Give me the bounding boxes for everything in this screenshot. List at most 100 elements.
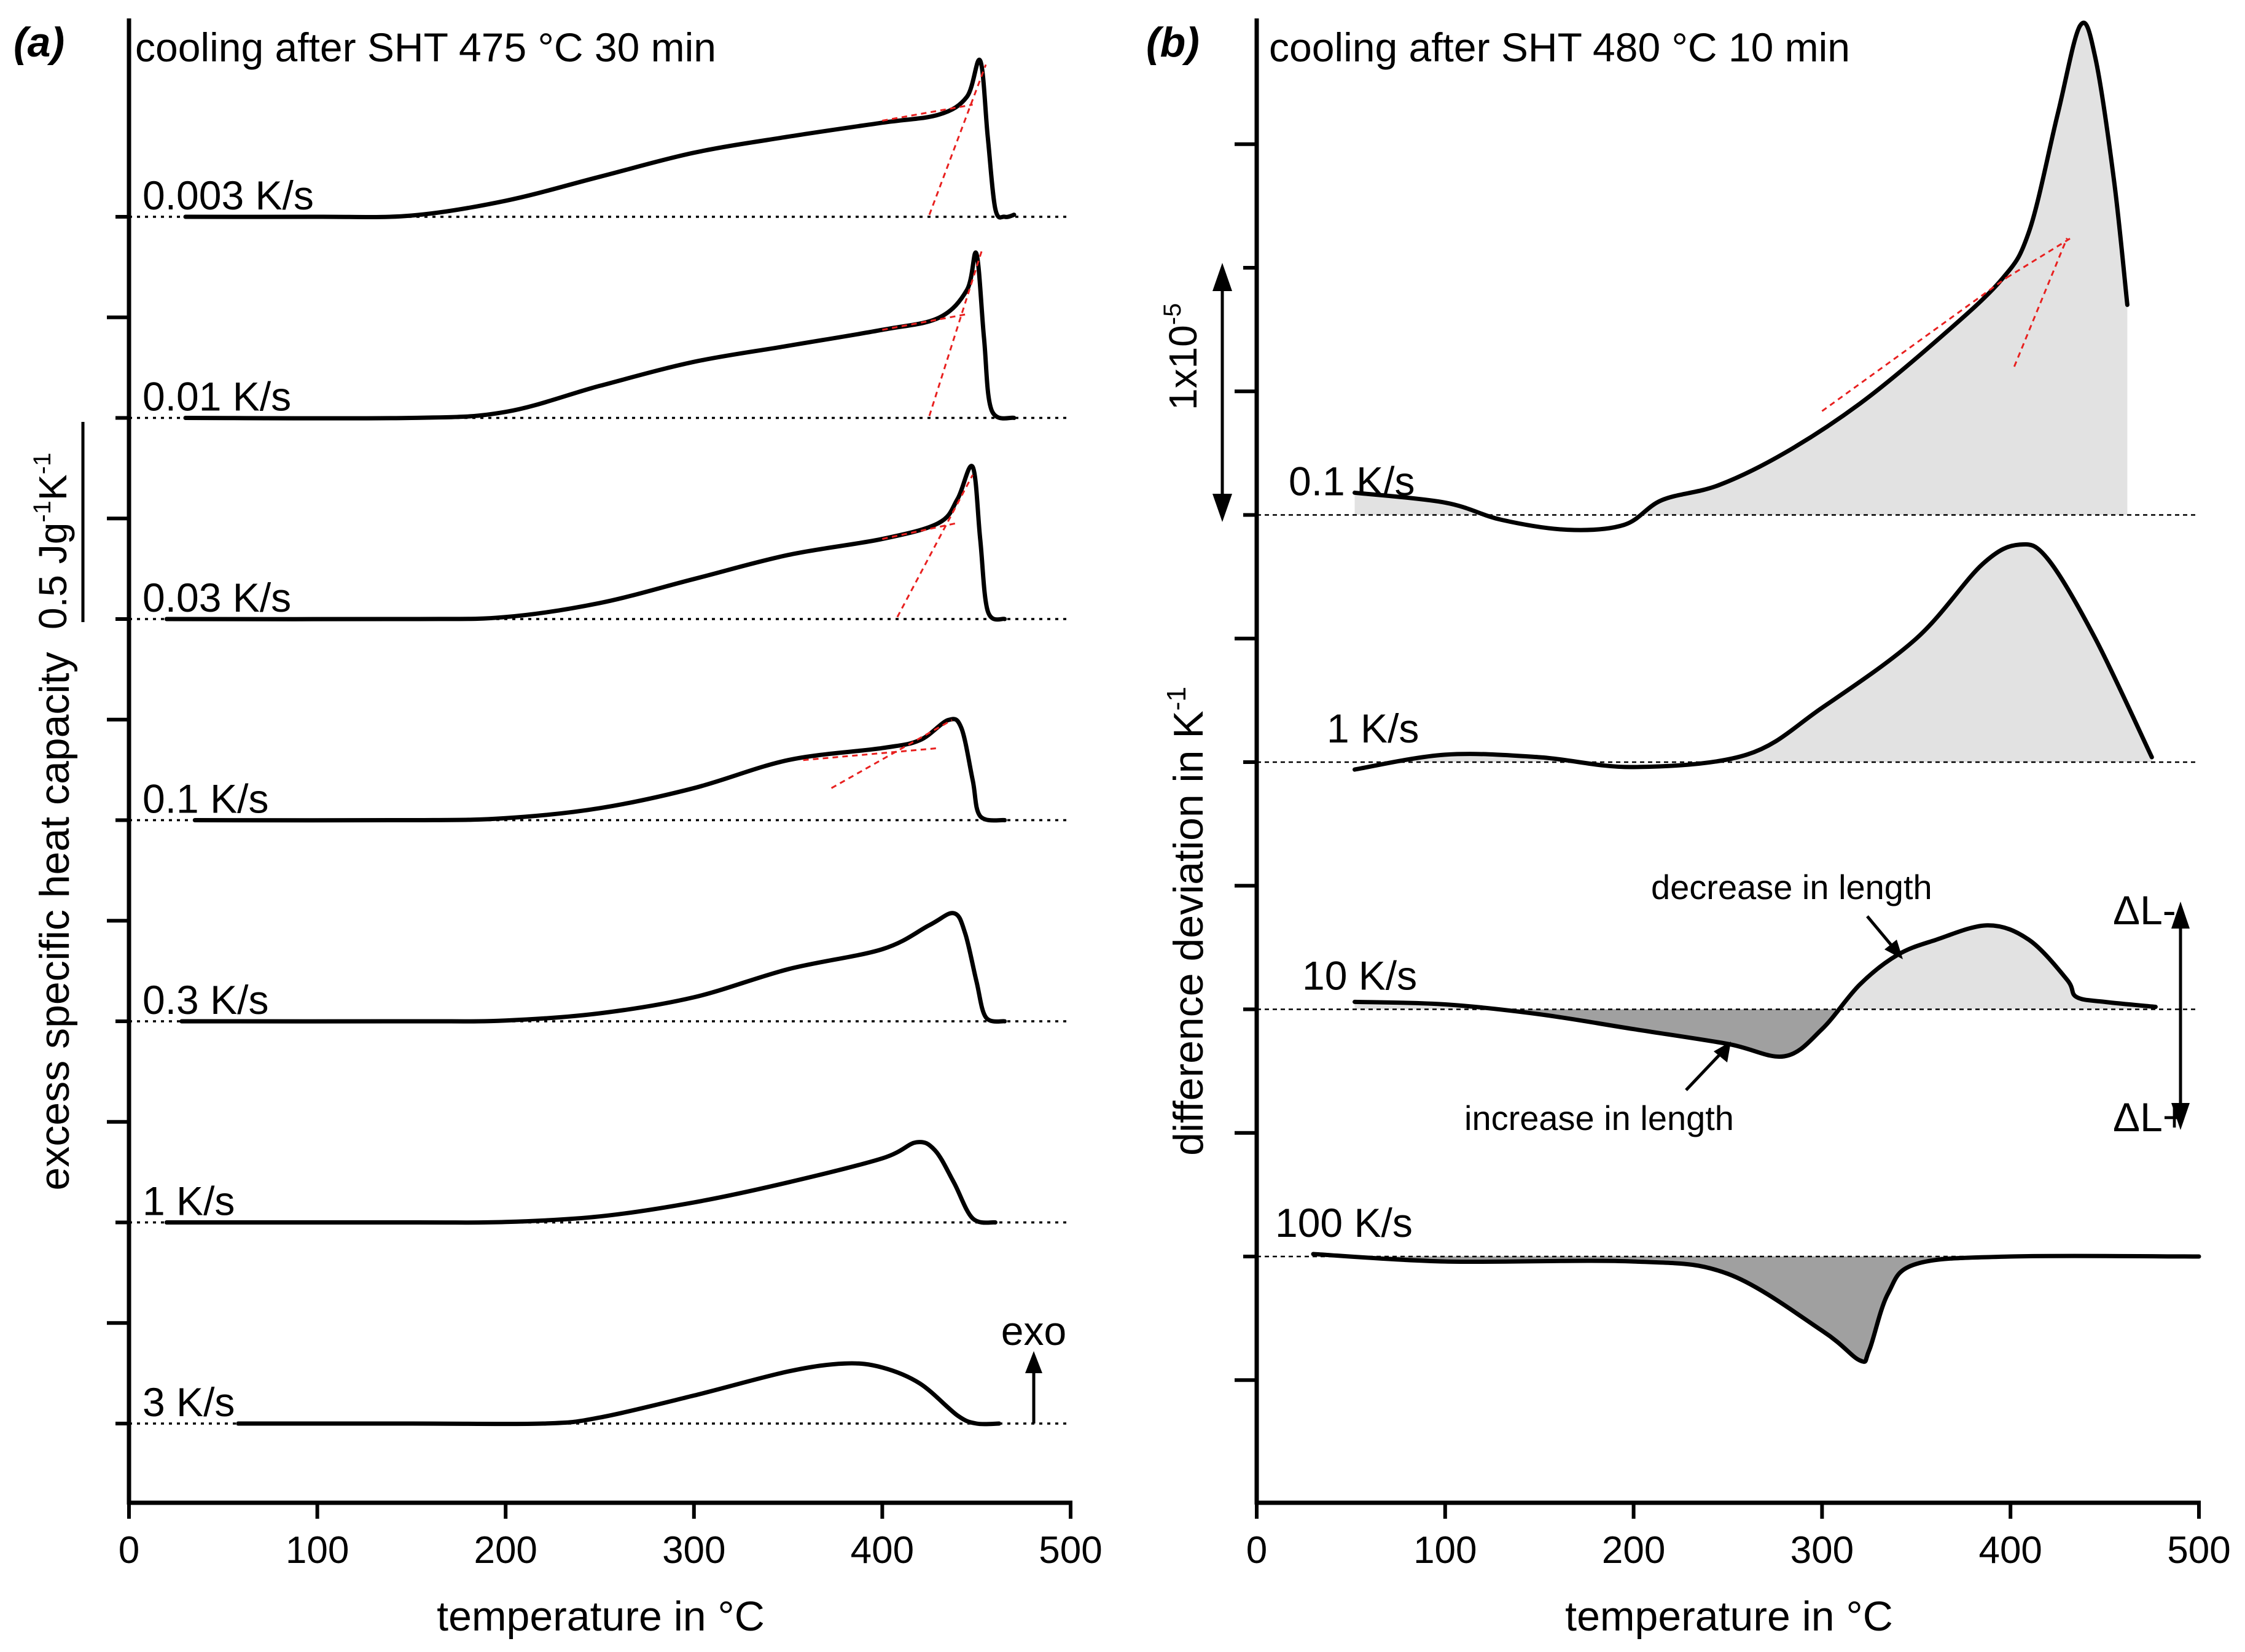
series-a-0-01-k-s: 0.01 K/s	[129, 249, 1071, 421]
panel-b-y-title: difference deviation in K-1	[1162, 687, 1212, 1156]
delta-l-minus: ΔL-	[2113, 887, 2176, 933]
panel-a-x-tick-label-100: 100	[286, 1529, 349, 1572]
panel-b-x-tick-label-400: 400	[1978, 1529, 2042, 1572]
label-a-0-3-k-s: 0.3 K/s	[143, 977, 268, 1023]
series-b-0-1-k-s: 0.1 K/s	[1257, 20, 2199, 532]
area-neg-100-k-s	[1313, 1257, 2199, 1362]
label-a-0-03-k-s: 0.03 K/s	[143, 575, 291, 620]
panel-a-x-ticks	[127, 1503, 1072, 1519]
panel-b-y-title-sup: -1	[1162, 687, 1192, 711]
label-a-1-k-s: 1 K/s	[143, 1179, 235, 1224]
tangent-b-0-1-k-s-2	[2006, 237, 2072, 279]
annotation-decrease-arrow-head	[1884, 940, 1903, 959]
delta-l-arrow-top	[2171, 902, 2190, 929]
label-a-3-k-s: 3 K/s	[143, 1379, 235, 1425]
tangent-a-0-03-k-s-0	[896, 474, 974, 618]
curve-b-100-k-s	[1311, 1252, 2201, 1364]
panel-b-y-ticks	[1235, 142, 1257, 1382]
panel-a: (a) cooling after SHT 475 °C 30 min 0 100…	[14, 18, 1103, 1640]
panel-b: (b) cooling after SHT 480 °C 10 min 0.1 …	[1146, 18, 2231, 1640]
label-b-10-k-s: 10 K/s	[1302, 953, 1417, 999]
panel-b-x-tick-labels: 0 100 200 300 400 500	[1246, 1529, 2231, 1572]
label-b-1-k-s: 1 K/s	[1327, 706, 1419, 751]
panel-a-title: cooling after SHT 475 °C 30 min	[135, 25, 716, 70]
annotation-decrease-arrow	[1866, 915, 1893, 947]
delta-l-arrow-bottom	[2171, 1103, 2190, 1130]
label-b-100-k-s: 100 K/s	[1275, 1200, 1413, 1245]
panel-a-y-title: excess specific heat capacity	[31, 652, 78, 1191]
panel-a-x-tick-label-0: 0	[119, 1529, 139, 1572]
panel-a-y-ticks	[107, 215, 129, 1425]
tangent-b-0-1-k-s-0	[1821, 276, 2007, 412]
curve-a-0-03-k-s	[164, 464, 1007, 622]
series-b-100-k-s: 100 K/s	[1257, 1200, 2201, 1364]
tangent-a-0-01-k-s-0	[928, 249, 983, 416]
panel-b-x-title: temperature in °C	[1565, 1593, 1893, 1640]
scale-text: 0.5 Jg	[31, 523, 75, 629]
exo-label: exo	[1001, 1308, 1066, 1354]
curve-b-0-1-k-s	[1353, 20, 2130, 532]
panel-a-x-title: temperature in °C	[437, 1593, 765, 1640]
tangent-a-0-003-k-s-0	[928, 64, 987, 216]
scale-sup1: -1	[29, 501, 56, 523]
label-a-0-003-k-s: 0.003 K/s	[143, 173, 314, 218]
tangent-a-0-1-k-s-0	[830, 719, 953, 789]
panel-b-x-tick-label-500: 500	[2167, 1529, 2230, 1572]
curve-a-0-003-k-s	[183, 57, 1017, 220]
panel-b-scale-arrow-bottom	[1212, 494, 1232, 522]
panel-b-y-title-text: difference deviation in K	[1165, 711, 1212, 1156]
scale-sup2: -1	[29, 453, 56, 475]
series-b-1-k-s: 1 K/s	[1257, 542, 2199, 772]
panel-b-x-tick-label-300: 300	[1790, 1529, 1854, 1572]
panel-a-x-tick-label-300: 300	[662, 1529, 725, 1572]
panel-b-plot-area: 0.1 K/s 1 K/s 10 K/s 100 K/s	[1257, 20, 2201, 1364]
panel-b-label: (b)	[1146, 19, 1200, 66]
area-pos-10-k-s	[1354, 925, 2156, 1010]
scale-b-sup: -5	[1159, 303, 1186, 325]
panel-b-scale-label: 1x10-5	[1159, 303, 1205, 410]
exo-arrow-head	[1025, 1351, 1042, 1373]
tangent-b-0-1-k-s-1	[2013, 238, 2068, 367]
curve-a-0-3-k-s	[179, 911, 1007, 1024]
panel-a-x-tick-label-500: 500	[1039, 1529, 1102, 1572]
panel-a-x-tick-labels: 0 100 200 300 400 500	[119, 1529, 1103, 1572]
tangent-a-0-1-k-s-1	[803, 747, 939, 762]
curve-b-10-k-s	[1353, 923, 2158, 1059]
curve-b-1-k-s	[1353, 542, 2154, 772]
panel-b-x-ticks	[1255, 1503, 2201, 1519]
series-a-0-3-k-s: 0.3 K/s	[129, 911, 1071, 1024]
annotation-increase: increase in length	[1464, 1099, 1734, 1137]
label-a-0-01-k-s: 0.01 K/s	[143, 374, 291, 419]
panel-a-label: (a)	[14, 19, 64, 66]
tangent-a-0-01-k-s-1	[882, 313, 969, 331]
panel-b-title: cooling after SHT 480 °C 10 min	[1269, 25, 1850, 70]
curve-a-3-k-s	[236, 1361, 1001, 1427]
area-neg-10-k-s	[1354, 1009, 2156, 1057]
scale-k: K	[31, 474, 75, 501]
annotation-increase-arrow-head	[1714, 1042, 1731, 1062]
series-a-0-003-k-s: 0.003 K/s	[129, 57, 1071, 220]
panel-b-x-tick-label-0: 0	[1246, 1529, 1267, 1572]
annotation-increase-arrow	[1685, 1053, 1721, 1091]
series-a-1-k-s: 1 K/s	[129, 1140, 1071, 1225]
panel-a-plot-area: 0.003 K/s 0.01 K/s 0.03 K/s 0.1 K/s 0.3 K/s 1…	[129, 57, 1071, 1427]
curve-a-0-01-k-s	[183, 250, 1017, 421]
panel-b-scale-arrow-top	[1212, 263, 1232, 291]
label-a-0-1-k-s: 0.1 K/s	[143, 776, 268, 822]
series-a-0-03-k-s: 0.03 K/s	[129, 464, 1071, 622]
panel-a-x-tick-label-400: 400	[851, 1529, 914, 1572]
series-a-3-k-s: 3 K/s	[129, 1361, 1071, 1427]
label-b-0-1-k-s: 0.1 K/s	[1289, 459, 1415, 504]
area-pos-0-1-k-s	[1354, 22, 2128, 515]
scale-b-text: 1x10	[1161, 325, 1205, 410]
panel-b-x-tick-label-200: 200	[1602, 1529, 1665, 1572]
panel-a-x-tick-label-200: 200	[474, 1529, 537, 1572]
annotation-decrease: decrease in length	[1651, 868, 1932, 906]
series-b-10-k-s: 10 K/s	[1257, 923, 2199, 1059]
series-a-0-1-k-s: 0.1 K/s	[129, 717, 1071, 823]
curve-a-1-k-s	[164, 1140, 998, 1225]
tangent-a-0-03-k-s-1	[882, 522, 958, 540]
tangent-a-0-003-k-s-1	[882, 103, 973, 122]
panel-a-scale-label: 0.5 Jg-1K-1	[29, 453, 75, 629]
